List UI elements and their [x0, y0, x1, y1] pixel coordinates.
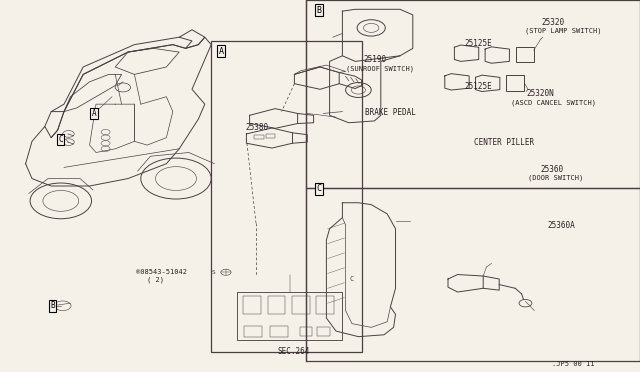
Text: CENTER PILLER: CENTER PILLER	[474, 138, 534, 147]
Text: B: B	[50, 301, 55, 310]
Text: C: C	[350, 276, 354, 282]
Bar	[306, 0, 640, 188]
Bar	[516, 46, 534, 62]
Bar	[506, 75, 524, 91]
Text: 25320: 25320	[541, 18, 564, 27]
Text: SEC.264: SEC.264	[277, 347, 310, 356]
Bar	[211, 41, 362, 352]
Bar	[244, 326, 262, 337]
Bar	[266, 134, 275, 138]
Text: (SUNROOF SWITCH): (SUNROOF SWITCH)	[346, 65, 413, 72]
Text: 25190: 25190	[364, 55, 387, 64]
Text: 25360A: 25360A	[548, 221, 575, 230]
Text: ®08543-51042: ®08543-51042	[136, 269, 188, 275]
Text: 25320N: 25320N	[526, 89, 554, 98]
Text: BRAKE PEDAL: BRAKE PEDAL	[365, 108, 416, 117]
Text: 25125E: 25125E	[465, 39, 492, 48]
Bar	[317, 327, 330, 336]
Text: A: A	[219, 47, 224, 56]
Text: (DOOR SWITCH): (DOOR SWITCH)	[528, 175, 583, 182]
Bar	[237, 292, 342, 340]
Text: B: B	[316, 6, 321, 15]
Bar	[254, 135, 264, 139]
Bar	[243, 296, 261, 314]
Bar	[270, 326, 288, 337]
Text: S: S	[211, 270, 215, 275]
Text: A: A	[92, 109, 97, 118]
Text: 25380: 25380	[246, 124, 269, 132]
Bar	[316, 296, 334, 314]
Text: (STOP LAMP SWITCH): (STOP LAMP SWITCH)	[525, 28, 602, 35]
Text: 25360: 25360	[541, 165, 564, 174]
Text: C: C	[316, 185, 321, 193]
Text: (ASCD CANCEL SWITCH): (ASCD CANCEL SWITCH)	[511, 99, 596, 106]
Bar	[300, 327, 312, 336]
Bar	[268, 296, 285, 314]
Text: 25125E: 25125E	[465, 82, 492, 91]
Text: ( 2): ( 2)	[147, 276, 164, 283]
Text: .JP5 00 11: .JP5 00 11	[552, 361, 594, 367]
Bar	[306, 188, 640, 361]
Text: C: C	[58, 135, 63, 144]
Bar	[292, 296, 310, 314]
